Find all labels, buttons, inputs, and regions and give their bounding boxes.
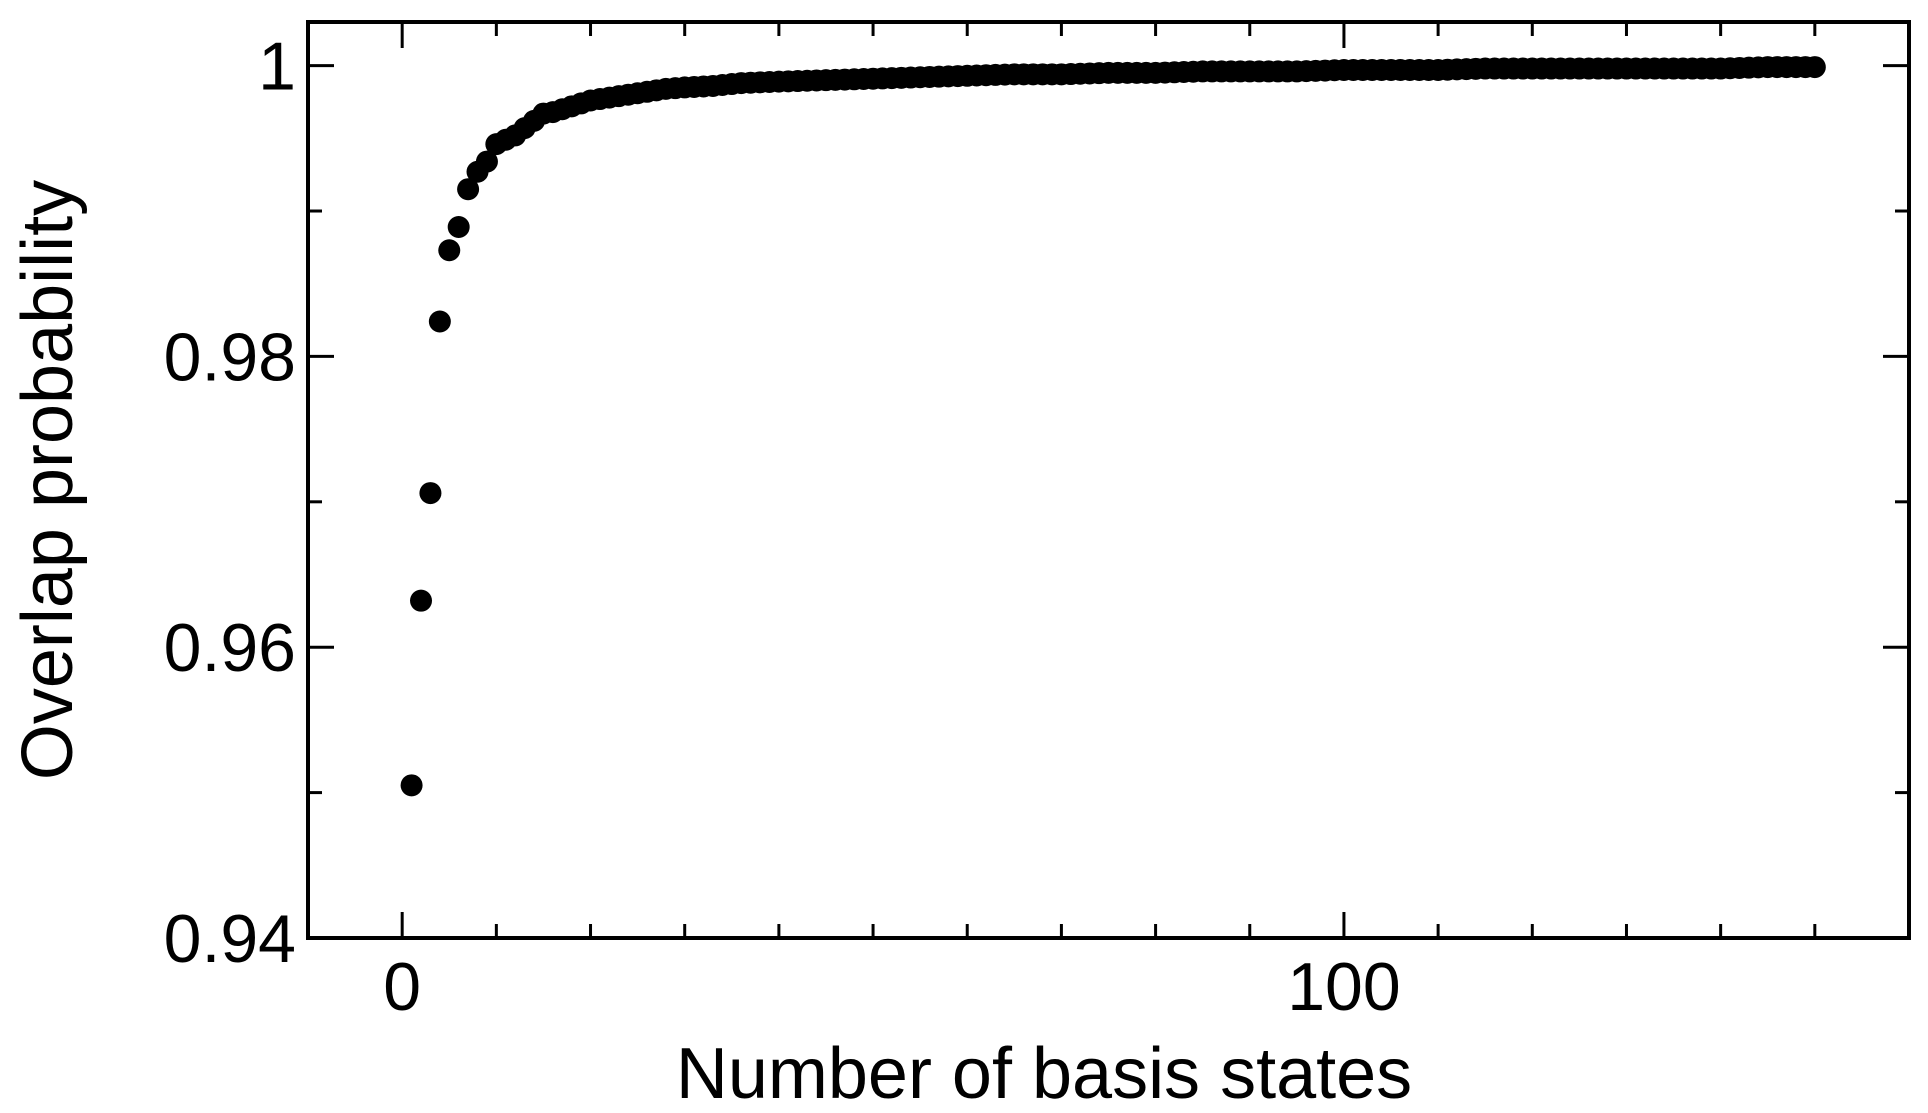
data-point <box>419 482 442 505</box>
data-point <box>1135 61 1158 84</box>
data-point <box>400 774 423 797</box>
axis-ticks <box>308 22 1911 940</box>
data-point <box>1417 58 1440 81</box>
data-point <box>645 79 668 102</box>
data-point <box>692 75 715 98</box>
data-point <box>447 216 470 239</box>
x-tick-label: 100 <box>1287 949 1400 1025</box>
data-point <box>410 589 433 612</box>
data-point <box>1558 57 1581 80</box>
data-point <box>899 66 922 89</box>
y-tick-label: 0.94 <box>164 901 296 977</box>
data-point <box>1229 60 1252 83</box>
data-point <box>1464 57 1487 80</box>
data-point <box>475 150 498 173</box>
y-tick-label: 1 <box>258 29 296 105</box>
data-point <box>1794 56 1817 79</box>
data-point <box>607 85 630 108</box>
data-point <box>720 73 743 96</box>
x-tick-label: 0 <box>383 949 421 1025</box>
y-axis-title: Overlap probability <box>8 180 88 780</box>
data-point <box>1040 63 1063 86</box>
data-point <box>1747 56 1770 79</box>
x-axis-title: Number of basis states <box>676 1034 1412 1113</box>
data-point <box>758 70 781 93</box>
data-point <box>1511 57 1534 80</box>
data-point <box>626 82 649 105</box>
plot-frame <box>306 20 1911 940</box>
data-point <box>1370 58 1393 81</box>
data-point <box>805 69 828 92</box>
data-point <box>457 178 480 201</box>
y-tick-label: 0.98 <box>164 319 296 395</box>
y-tick-label: 0.96 <box>164 610 296 686</box>
data-point <box>1700 57 1723 80</box>
data-points <box>400 56 1826 797</box>
data-point <box>428 310 451 333</box>
data-point <box>946 65 969 88</box>
axis-tick-labels: 0 100 0.94 0.96 0.98 1 <box>164 29 1401 1025</box>
data-point <box>1088 62 1111 85</box>
data-point <box>993 63 1016 86</box>
data-point <box>1606 57 1629 80</box>
data-point <box>1182 60 1205 83</box>
data-point <box>1276 60 1299 83</box>
data-point <box>1323 59 1346 82</box>
data-point <box>664 77 687 100</box>
data-point <box>438 239 461 262</box>
data-point <box>588 88 611 111</box>
data-point <box>1653 57 1676 80</box>
data-point <box>852 67 875 90</box>
